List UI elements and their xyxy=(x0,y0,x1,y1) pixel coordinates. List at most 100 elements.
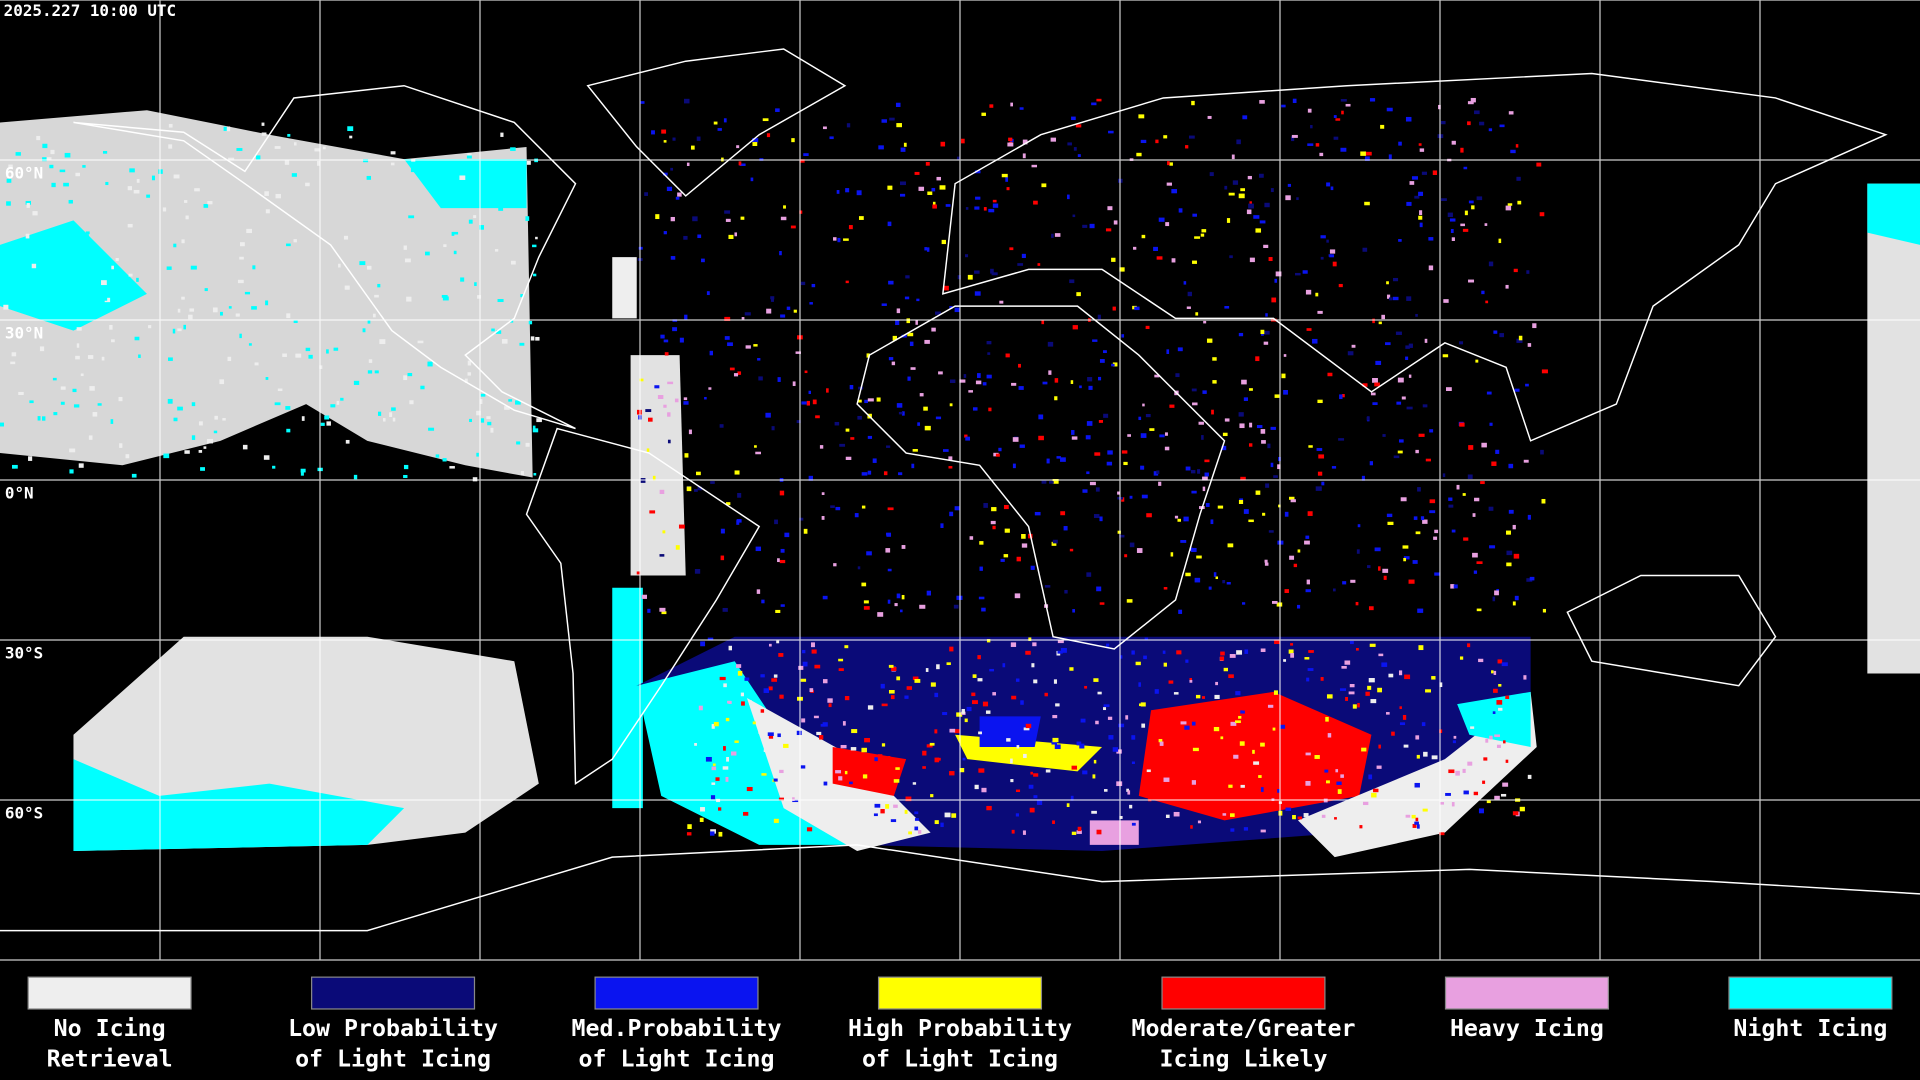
speckle xyxy=(1182,778,1187,782)
speckle xyxy=(264,191,269,196)
speckle xyxy=(1392,811,1398,815)
speckle xyxy=(655,214,660,220)
speckle xyxy=(1071,116,1076,121)
speckle xyxy=(189,308,195,312)
speckle xyxy=(1213,726,1220,732)
speckle xyxy=(1141,723,1146,728)
speckle xyxy=(1053,679,1057,684)
speckle xyxy=(874,757,878,762)
speckle xyxy=(1028,637,1032,641)
speckle xyxy=(686,486,692,492)
speckle xyxy=(670,167,674,171)
speckle xyxy=(1230,828,1235,832)
speckle xyxy=(918,186,925,191)
speckle xyxy=(1372,318,1375,324)
speckle xyxy=(236,148,243,151)
speckle xyxy=(1119,267,1125,272)
speckle xyxy=(389,412,393,417)
speckle xyxy=(131,473,137,478)
speckle xyxy=(1054,396,1058,401)
speckle xyxy=(1307,511,1313,516)
speckle xyxy=(1054,378,1059,383)
speckle xyxy=(1452,740,1456,744)
speckle xyxy=(305,182,310,187)
speckle xyxy=(51,297,56,303)
speckle xyxy=(799,210,803,214)
speckle xyxy=(812,399,817,405)
speckle xyxy=(1341,394,1345,398)
speckle xyxy=(974,170,981,174)
speckle xyxy=(1224,306,1230,309)
speckle xyxy=(53,412,58,416)
speckle xyxy=(1183,516,1189,522)
speckle xyxy=(700,807,705,812)
speckle xyxy=(1335,118,1341,121)
speckle xyxy=(835,770,841,774)
speckle xyxy=(1473,570,1478,574)
speckle xyxy=(881,303,887,306)
speckle xyxy=(1208,586,1212,590)
speckle xyxy=(239,256,244,260)
speckle xyxy=(1095,720,1099,725)
speckle xyxy=(1413,516,1418,520)
speckle xyxy=(696,136,701,141)
speckle xyxy=(85,234,89,239)
speckle xyxy=(1501,662,1508,667)
speckle xyxy=(391,407,396,411)
speckle xyxy=(962,757,966,761)
speckle xyxy=(1306,328,1312,331)
speckle xyxy=(949,306,953,309)
speckle xyxy=(779,251,782,256)
speckle xyxy=(1249,257,1255,263)
speckle xyxy=(1514,388,1520,392)
speckle xyxy=(959,379,966,383)
speckle xyxy=(826,820,832,826)
speckle xyxy=(1189,678,1193,681)
speckle xyxy=(46,157,52,160)
speckle xyxy=(739,163,746,167)
speckle xyxy=(212,307,218,313)
speckle xyxy=(1054,744,1061,750)
speckle xyxy=(698,705,703,711)
speckle xyxy=(191,435,196,440)
latitude-label: 0°N xyxy=(5,483,34,502)
speckle xyxy=(909,341,914,347)
speckle xyxy=(886,445,891,448)
speckle xyxy=(1140,465,1145,470)
speckle xyxy=(293,239,297,243)
speckle xyxy=(744,677,750,681)
speckle xyxy=(261,132,267,136)
speckle xyxy=(966,706,972,712)
speckle xyxy=(1419,210,1423,216)
speckle xyxy=(1146,513,1152,518)
speckle xyxy=(1281,104,1286,108)
speckle xyxy=(1010,758,1013,764)
speckle xyxy=(265,300,269,306)
speckle xyxy=(451,231,455,236)
speckle xyxy=(1273,475,1278,478)
speckle xyxy=(277,388,283,392)
speckle xyxy=(453,231,459,235)
speckle xyxy=(1451,140,1456,145)
speckle xyxy=(1508,463,1514,469)
speckle xyxy=(898,472,903,476)
speckle xyxy=(1505,205,1512,211)
speckle xyxy=(525,216,530,221)
speckle xyxy=(1453,584,1458,589)
speckle xyxy=(664,352,669,356)
speckle xyxy=(1260,329,1265,335)
speckle xyxy=(1117,530,1121,534)
speckle xyxy=(1429,510,1436,514)
speckle xyxy=(697,234,702,239)
speckle xyxy=(1066,803,1070,808)
speckle xyxy=(867,435,873,439)
speckle xyxy=(704,396,707,400)
speckle xyxy=(1347,351,1354,356)
speckle xyxy=(1421,171,1428,175)
speckle xyxy=(934,757,940,763)
speckle xyxy=(1295,272,1301,276)
speckle xyxy=(1369,98,1376,102)
speckle xyxy=(1060,457,1066,462)
speckle xyxy=(1357,702,1360,708)
speckle xyxy=(317,161,320,166)
